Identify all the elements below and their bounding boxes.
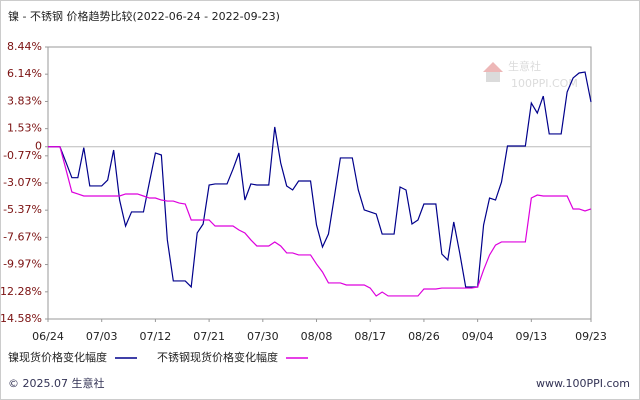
y-tick-label: -7.67% (3, 230, 42, 243)
chart-title: 镍 - 不锈钢 价格趋势比较(2022-06-24 - 2022-09-23) (8, 9, 280, 23)
watermark: 生意社 (508, 59, 541, 73)
x-tick-label: 08/08 (301, 330, 333, 343)
x-tick-label: 08/17 (354, 330, 386, 343)
watermark-logo: 生意社 100PPI.COM (483, 59, 578, 90)
x-tick-label: 09/04 (462, 330, 494, 343)
y-tick-label: -0.77% (3, 149, 42, 162)
series-line (48, 71, 592, 289)
legend-label: 不锈钢现货价格变化幅度 (157, 350, 278, 364)
x-tick-label: 06/24 (32, 330, 64, 343)
x-tick-label: 09/23 (575, 330, 607, 343)
x-tick-label: 07/12 (140, 330, 172, 343)
x-tick-label: 07/21 (193, 330, 225, 343)
y-tick-label: -3.07% (3, 176, 42, 189)
x-tick-label: 07/30 (247, 330, 279, 343)
logo-roof (483, 62, 503, 72)
legend-label: 镍现货价格变化幅度 (8, 350, 107, 364)
y-tick-label: -9.97% (3, 258, 42, 271)
x-tick-label: 07/03 (86, 330, 118, 343)
y-tick-label: 6.14% (7, 67, 42, 80)
watermark-sub: 100PPI.COM (511, 77, 578, 90)
series-line (48, 146, 592, 297)
y-tick-label: 1.53% (7, 122, 42, 135)
y-tick-label: -5.37% (3, 203, 42, 216)
logo-house (486, 72, 500, 82)
y-tick-label: 8.44% (7, 40, 42, 53)
x-tick-label: 09/13 (515, 330, 547, 343)
y-tick-label: -14.58% (0, 312, 42, 325)
y-tick-label: -12.28% (0, 285, 42, 298)
x-tick-label: 08/26 (408, 330, 440, 343)
footer-left: © 2025.07 生意社 (8, 376, 104, 390)
footer-right: www.100PPI.com (536, 377, 630, 390)
y-tick-label: 0 (35, 140, 42, 153)
y-tick-label: 3.83% (7, 94, 42, 107)
